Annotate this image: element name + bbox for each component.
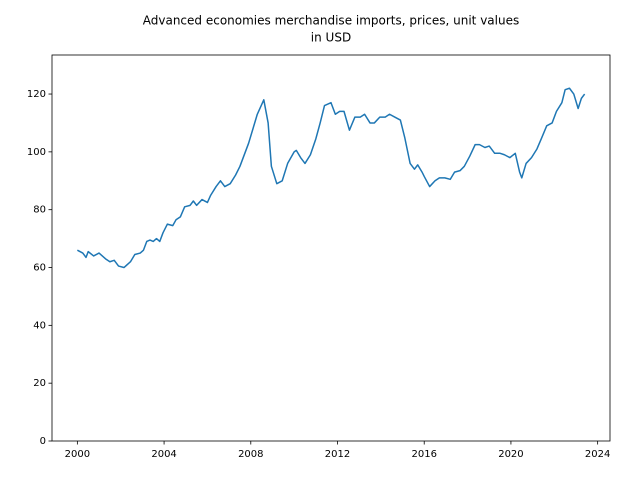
x-tick-label: 2000	[65, 449, 90, 460]
chart-title: Advanced economies merchandise imports, …	[143, 14, 519, 28]
x-tick-label: 2020	[498, 449, 523, 460]
x-tick-label: 2004	[151, 449, 176, 460]
chart-title: in USD	[311, 31, 351, 45]
y-tick-label: 100	[27, 147, 46, 158]
y-tick-label: 20	[33, 378, 46, 389]
y-tick-label: 80	[33, 205, 46, 216]
x-tick-label: 2008	[238, 449, 263, 460]
y-tick-label: 0	[40, 436, 46, 447]
y-tick-label: 40	[33, 320, 46, 331]
x-tick-label: 2016	[411, 449, 436, 460]
x-tick-label: 2024	[585, 449, 610, 460]
y-tick-label: 60	[33, 263, 46, 274]
y-tick-label: 120	[27, 89, 46, 100]
plot-frame	[51, 54, 611, 442]
data-line	[77, 87, 586, 269]
x-tick-label: 2012	[325, 449, 350, 460]
